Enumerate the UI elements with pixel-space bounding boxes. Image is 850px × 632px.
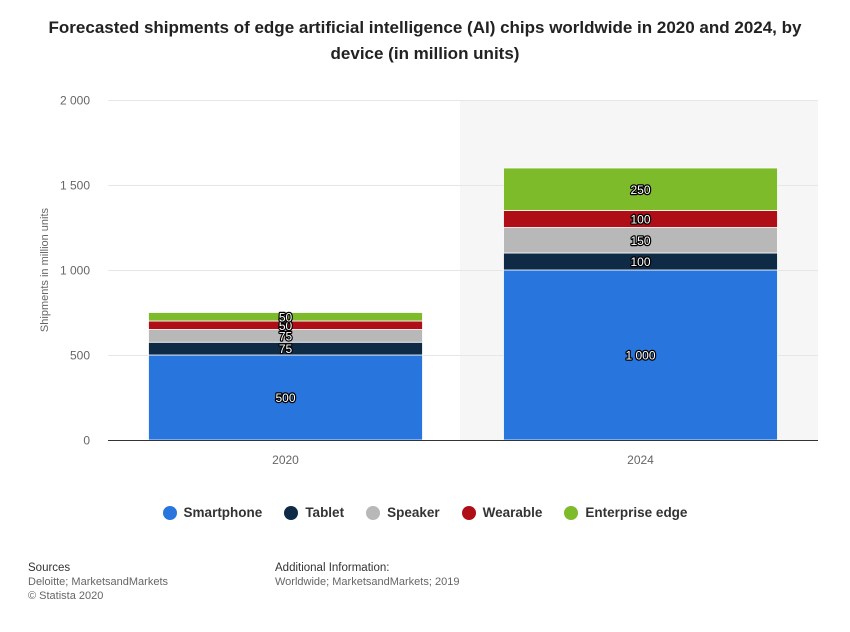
x-tick-label: 2024 — [627, 453, 654, 467]
bar-segment-enterprise-edge-2020[interactable] — [148, 312, 423, 322]
legend-item-speaker[interactable]: Speaker — [366, 505, 440, 520]
data-label: 75 — [279, 342, 293, 356]
legend-label-smartphone: Smartphone — [183, 505, 263, 520]
legend-marker-wearable — [461, 505, 476, 520]
y-axis-label: Shipments in million units — [39, 207, 51, 332]
legend-marker-smartphone — [162, 505, 177, 520]
bar-segment-smartphone-2020[interactable] — [148, 354, 423, 441]
sources-title: Sources — [28, 562, 71, 574]
x-axis-ticks: 2020 2024 — [272, 453, 654, 467]
bar-segment-enterprise-edge-2024[interactable] — [503, 167, 778, 211]
legend-item-smartphone[interactable]: Smartphone — [162, 505, 263, 520]
y-axis-ticks: 0 500 1 000 1 500 2 000 — [60, 94, 90, 448]
legend-label-tablet: Tablet — [305, 505, 345, 520]
y-tick-label: 1 500 — [60, 179, 90, 193]
x-tick-label: 2020 — [272, 453, 299, 467]
data-label: 250 — [630, 183, 650, 197]
y-tick-label: 500 — [70, 349, 90, 363]
copyright-line: © Statista 2020 — [28, 590, 104, 602]
sources-line[interactable]: Deloitte; MarketsandMarkets — [28, 576, 168, 588]
legend-marker-speaker — [366, 505, 381, 520]
bar-segment-speaker-2024[interactable] — [503, 227, 778, 254]
data-label: 50 — [279, 319, 293, 333]
data-label: 75 — [279, 329, 293, 343]
legend-marker-enterprise-edge — [564, 505, 579, 520]
chart-title: Forecasted shipments of edge artificial … — [48, 18, 802, 63]
data-label: 150 — [630, 234, 650, 248]
additional-info-line: Worldwide; MarketsandMarkets; 2019 — [275, 576, 460, 588]
legend-item-tablet[interactable]: Tablet — [284, 505, 344, 520]
y-tick-label: 1 000 — [60, 264, 90, 278]
additional-info-title: Additional Information: — [275, 562, 390, 574]
legend-item-enterprise-edge[interactable]: Enterprise edge — [564, 505, 687, 520]
data-label: 50 — [279, 310, 293, 324]
y-tick-label: 0 — [83, 434, 90, 448]
legend-label-speaker: Speaker — [387, 505, 440, 520]
data-label: 100 — [630, 255, 650, 269]
data-label: 100 — [630, 213, 650, 227]
legend: Smartphone Tablet Speaker Wearable Enter… — [0, 505, 850, 520]
data-label: 500 — [275, 391, 295, 405]
data-label: 1 000 — [625, 349, 655, 363]
y-tick-label: 2 000 — [60, 94, 90, 108]
legend-label-enterprise-edge: Enterprise edge — [585, 505, 688, 520]
legend-marker-tablet — [284, 505, 299, 520]
legend-item-wearable[interactable]: Wearable — [461, 505, 543, 520]
sources-block: Sources Deloitte; MarketsandMarkets © St… — [28, 561, 168, 603]
additional-info-block: Additional Information: Worldwide; Marke… — [275, 561, 459, 589]
legend-label-wearable: Wearable — [482, 505, 543, 520]
